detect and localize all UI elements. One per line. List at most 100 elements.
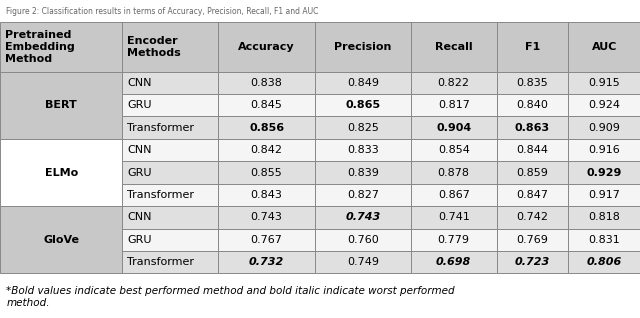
Bar: [497, 251, 568, 273]
Bar: [411, 72, 497, 94]
Text: 0.741: 0.741: [438, 212, 470, 222]
Bar: [315, 116, 411, 139]
Text: 0.916: 0.916: [588, 145, 620, 155]
Bar: [315, 184, 411, 206]
Bar: [0, 206, 122, 273]
Bar: [411, 206, 497, 229]
Bar: [497, 72, 568, 94]
Bar: [315, 229, 411, 251]
Bar: [568, 94, 640, 116]
Text: 0.847: 0.847: [516, 190, 548, 200]
Bar: [568, 139, 640, 161]
Bar: [411, 229, 497, 251]
Bar: [315, 22, 411, 72]
Text: Recall: Recall: [435, 42, 472, 52]
Bar: [218, 116, 315, 139]
Text: GRU: GRU: [127, 168, 152, 177]
Text: 0.806: 0.806: [586, 257, 621, 267]
Bar: [218, 184, 315, 206]
Bar: [122, 22, 218, 72]
Text: Accuracy: Accuracy: [238, 42, 295, 52]
Text: BERT: BERT: [45, 100, 77, 110]
Bar: [497, 94, 568, 116]
Bar: [411, 139, 497, 161]
Bar: [568, 184, 640, 206]
Text: 0.855: 0.855: [251, 168, 282, 177]
Text: 0.769: 0.769: [516, 235, 548, 245]
Text: Transformer: Transformer: [127, 123, 195, 133]
Text: 0.822: 0.822: [438, 78, 470, 88]
Bar: [568, 206, 640, 229]
Text: 0.859: 0.859: [516, 168, 548, 177]
Text: CNN: CNN: [127, 145, 152, 155]
Bar: [568, 229, 640, 251]
Text: 0.867: 0.867: [438, 190, 470, 200]
Text: 0.863: 0.863: [515, 123, 550, 133]
Text: 0.732: 0.732: [249, 257, 284, 267]
Bar: [218, 139, 315, 161]
Text: GRU: GRU: [127, 100, 152, 110]
Text: 0.865: 0.865: [345, 100, 380, 110]
Text: GRU: GRU: [127, 235, 152, 245]
Text: Precision: Precision: [334, 42, 392, 52]
Text: 0.854: 0.854: [438, 145, 470, 155]
Text: 0.844: 0.844: [516, 145, 548, 155]
Bar: [568, 161, 640, 184]
Text: 0.818: 0.818: [588, 212, 620, 222]
Text: Transformer: Transformer: [127, 257, 195, 267]
Text: F1: F1: [525, 42, 540, 52]
Bar: [218, 229, 315, 251]
Bar: [122, 206, 218, 229]
Bar: [497, 229, 568, 251]
Bar: [497, 116, 568, 139]
Bar: [315, 251, 411, 273]
Text: 0.767: 0.767: [251, 235, 282, 245]
Text: 0.749: 0.749: [347, 257, 379, 267]
Text: 0.723: 0.723: [515, 257, 550, 267]
Text: CNN: CNN: [127, 212, 152, 222]
Bar: [122, 139, 218, 161]
Bar: [411, 251, 497, 273]
Text: 0.817: 0.817: [438, 100, 470, 110]
Bar: [218, 72, 315, 94]
Text: 0.743: 0.743: [345, 212, 380, 222]
Text: 0.760: 0.760: [347, 235, 379, 245]
Text: 0.849: 0.849: [347, 78, 379, 88]
Bar: [497, 22, 568, 72]
Bar: [315, 161, 411, 184]
Bar: [497, 206, 568, 229]
Text: 0.924: 0.924: [588, 100, 620, 110]
Bar: [122, 251, 218, 273]
Text: 0.831: 0.831: [588, 235, 620, 245]
Bar: [497, 139, 568, 161]
Bar: [568, 72, 640, 94]
Text: Encoder
Methods: Encoder Methods: [127, 36, 181, 58]
Bar: [122, 116, 218, 139]
Bar: [0, 22, 122, 72]
Bar: [315, 72, 411, 94]
Bar: [218, 22, 315, 72]
Text: ELMo: ELMo: [45, 168, 78, 177]
Text: 0.843: 0.843: [251, 190, 282, 200]
Text: 0.915: 0.915: [588, 78, 620, 88]
Text: CNN: CNN: [127, 78, 152, 88]
Text: Figure 2: Classification results in terms of Accuracy, Precision, Recall, F1 and: Figure 2: Classification results in term…: [6, 7, 319, 16]
Text: 0.742: 0.742: [516, 212, 548, 222]
Text: 0.827: 0.827: [347, 190, 379, 200]
Text: 0.904: 0.904: [436, 123, 471, 133]
Bar: [568, 251, 640, 273]
Text: GloVe: GloVe: [43, 235, 79, 245]
Bar: [411, 116, 497, 139]
Text: 0.698: 0.698: [436, 257, 471, 267]
Bar: [218, 251, 315, 273]
Bar: [497, 184, 568, 206]
Text: 0.825: 0.825: [347, 123, 379, 133]
Bar: [315, 206, 411, 229]
Bar: [315, 139, 411, 161]
Text: Pretrained
Embedding
Method: Pretrained Embedding Method: [5, 30, 75, 64]
Text: 0.838: 0.838: [251, 78, 282, 88]
Bar: [122, 184, 218, 206]
Bar: [122, 94, 218, 116]
Bar: [0, 72, 122, 139]
Bar: [497, 161, 568, 184]
